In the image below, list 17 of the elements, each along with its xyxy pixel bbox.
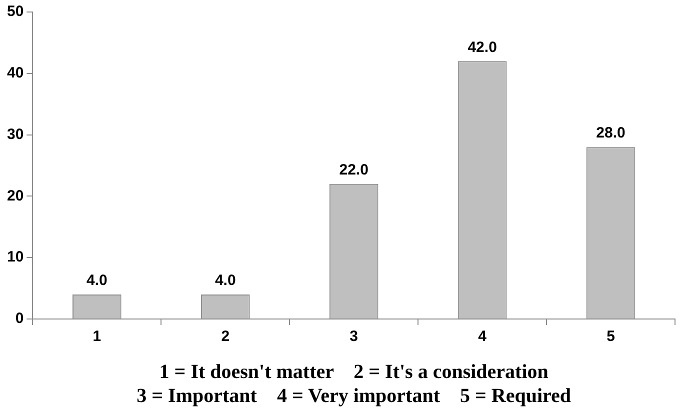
x-tick-label: 3 (350, 328, 358, 346)
x-tick-label: 2 (221, 328, 230, 346)
data-label: 4.0 (214, 272, 236, 290)
y-tick-label: 50 (6, 3, 24, 20)
x-tick-label: 1 (92, 328, 102, 346)
y-tick-label: 20 (6, 187, 24, 204)
x-tick-label: 4 (478, 328, 488, 346)
y-tick-label: 0 (15, 310, 24, 328)
y-tick-label: 30 (6, 126, 24, 143)
x-axis-title: 1 = It doesn't matter 2 = It's a consideration 3 = Important 4 = Very important 5 = Required (136, 361, 572, 408)
data-label: 4.0 (86, 272, 108, 290)
data-label: 22.0 (339, 162, 368, 179)
data-label: 42.0 (468, 38, 497, 56)
y-tick-label: 40 (6, 64, 24, 82)
x-tick-label: 5 (606, 328, 615, 346)
data-label: 28.0 (596, 124, 626, 142)
y-tick-label: 10 (6, 248, 24, 266)
